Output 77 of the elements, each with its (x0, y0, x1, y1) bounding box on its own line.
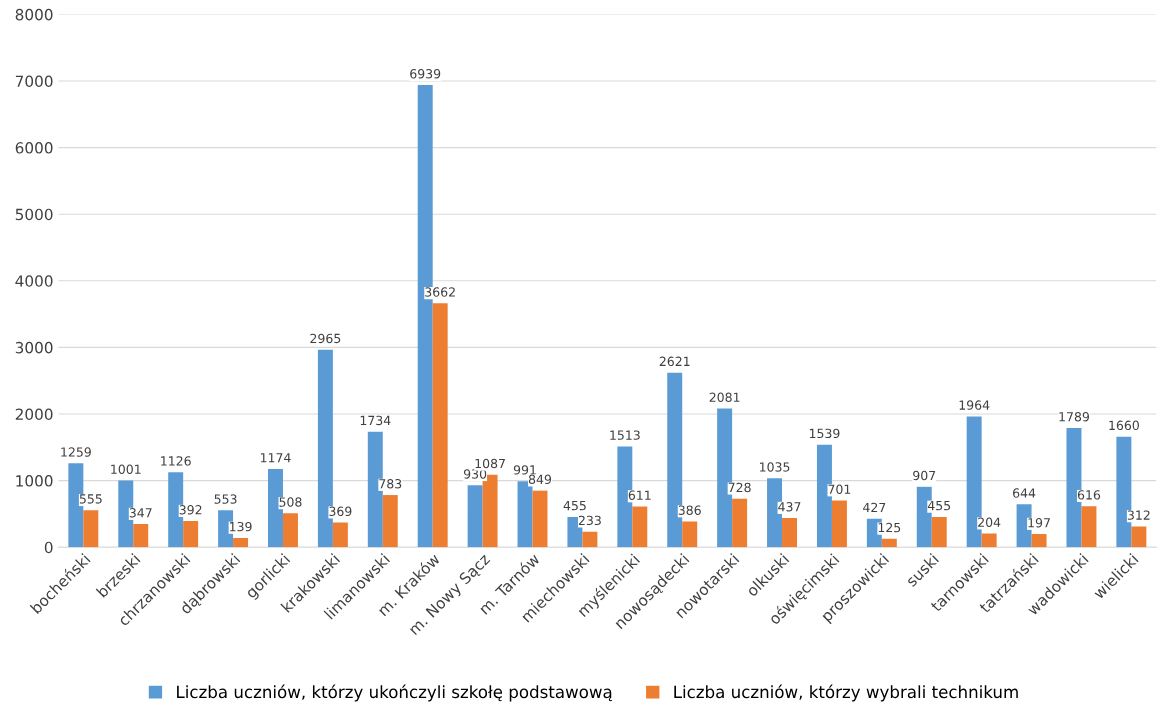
bar (233, 537, 249, 548)
data-label: 1259 (61, 447, 91, 457)
y-tick-label: 3000 (15, 341, 53, 354)
data-label: 1513 (610, 430, 640, 440)
bar (133, 524, 149, 548)
data-label: 701 (828, 484, 851, 494)
data-label: 1126 (161, 456, 191, 466)
bar (732, 498, 748, 548)
bar (83, 510, 99, 548)
data-label: 1087 (475, 458, 505, 469)
legend-label: Liczba uczniów, którzy wybrali technikum (674, 684, 1018, 702)
bar (282, 513, 298, 548)
y-tick-label: 5000 (15, 208, 53, 221)
bar (1081, 506, 1097, 548)
bar (183, 521, 199, 548)
data-label: 455 (927, 501, 951, 511)
bar (1131, 526, 1147, 548)
y-tick-label: 4000 (15, 275, 53, 287)
data-label: 611 (628, 490, 651, 500)
y-tick-label: 1000 (16, 475, 53, 487)
data-label: 1964 (959, 400, 990, 410)
data-label: 644 (1013, 488, 1036, 498)
bar (682, 521, 698, 548)
data-label: 125 (878, 522, 901, 533)
data-label: 204 (978, 517, 1001, 528)
data-label: 233 (578, 515, 601, 526)
bar (881, 538, 897, 548)
bar (782, 518, 797, 548)
data-label: 616 (1077, 490, 1101, 500)
y-tick-label: 0 (44, 541, 53, 554)
data-label: 386 (678, 505, 701, 515)
data-label: 991 (513, 465, 536, 475)
bar (981, 533, 997, 548)
bar (332, 522, 348, 548)
data-label: 1734 (360, 415, 391, 426)
bar (931, 516, 947, 548)
legend-label: Liczba uczniów, którzy ukończyli szkołę podstawową (177, 684, 612, 702)
data-label: 6939 (410, 69, 441, 79)
data-label: 508 (279, 497, 302, 507)
data-label: 392 (179, 505, 202, 515)
bar (582, 531, 598, 548)
bar (831, 500, 847, 548)
data-label: 427 (863, 502, 886, 512)
data-label: 1174 (260, 453, 291, 463)
data-label: 553 (214, 494, 237, 504)
data-label: 437 (778, 502, 801, 512)
data-label: 2965 (310, 333, 341, 344)
data-label: 728 (728, 482, 751, 493)
data-label: 139 (230, 521, 252, 532)
bar (382, 495, 398, 548)
data-label: 849 (528, 474, 552, 485)
bar (432, 303, 448, 548)
data-label: 1035 (760, 462, 790, 472)
y-tick-label: 2000 (15, 408, 53, 421)
data-label: 2081 (709, 392, 740, 403)
y-tick-label: 8000 (15, 8, 53, 21)
data-label: 2621 (659, 356, 690, 367)
data-label: 1660 (1109, 420, 1139, 431)
y-tick-label: 6000 (15, 142, 53, 154)
data-label: 312 (1127, 510, 1150, 520)
data-label: 555 (79, 494, 102, 504)
data-label: 930 (463, 469, 487, 479)
data-label: 1539 (809, 428, 840, 439)
bar (1031, 534, 1047, 548)
bar (532, 490, 548, 548)
data-label: 197 (1028, 518, 1050, 528)
data-label: 347 (129, 508, 152, 518)
data-label: 907 (913, 470, 936, 481)
y-tick-label: 7000 (15, 75, 53, 88)
bar (632, 506, 648, 548)
data-label: 783 (379, 479, 402, 489)
data-label: 1001 (111, 464, 141, 474)
data-label: 3662 (425, 287, 455, 297)
bar (467, 485, 483, 548)
data-label: 369 (329, 506, 352, 517)
data-label: 455 (563, 501, 586, 511)
data-label: 1789 (1059, 412, 1089, 422)
